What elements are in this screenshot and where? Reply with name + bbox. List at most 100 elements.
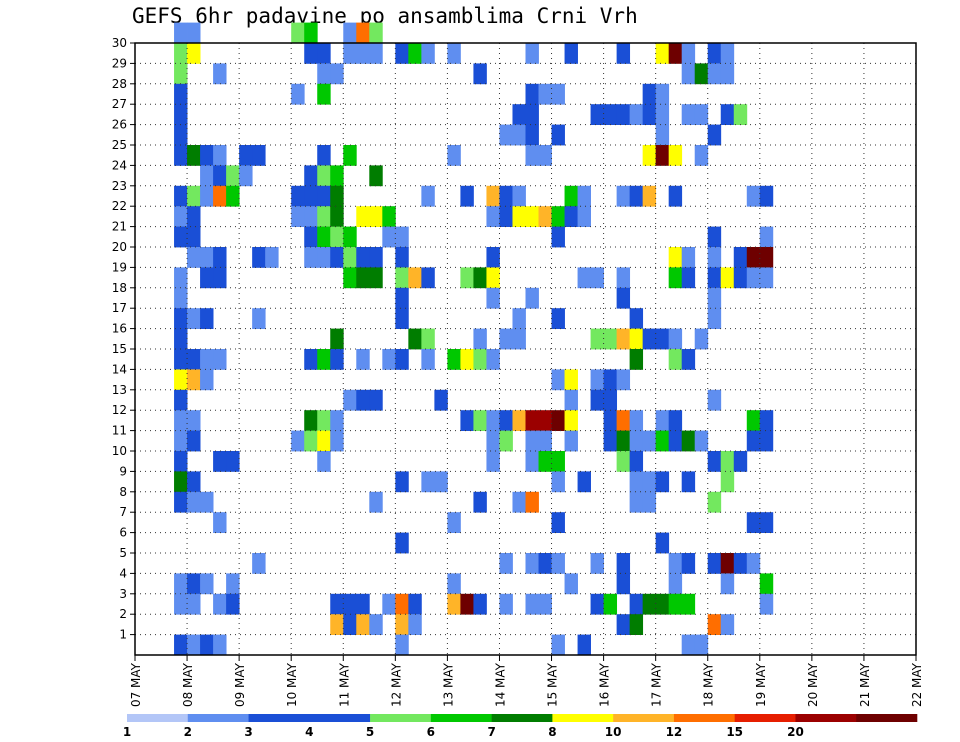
y-tick-label: 25 <box>112 138 127 152</box>
heatmap-cell <box>174 593 188 615</box>
heatmap-cell <box>525 43 539 64</box>
heatmap-cell <box>720 451 735 472</box>
legend-label: 10 <box>605 725 622 739</box>
heatmap-cell <box>395 593 409 615</box>
heatmap-cell <box>538 410 552 431</box>
heatmap-cell <box>304 165 318 187</box>
legend-label: 1 <box>123 725 131 739</box>
legend-label: 5 <box>366 725 374 739</box>
heatmap-cell <box>174 451 188 472</box>
heatmap-cell <box>187 430 201 452</box>
heatmap-cell <box>746 267 761 289</box>
heatmap-cell <box>694 430 709 452</box>
heatmap-cell <box>746 553 761 574</box>
heatmap-cell <box>200 573 214 595</box>
heatmap-cell <box>174 287 188 309</box>
heatmap-cell <box>564 573 578 595</box>
heatmap-cell <box>200 267 214 289</box>
heatmap-cell <box>694 634 709 656</box>
x-tick-label: 13 MAY <box>441 662 455 707</box>
heatmap-cell <box>174 430 188 452</box>
heatmap-cell <box>317 83 331 105</box>
heatmap-cell <box>681 104 696 125</box>
heatmap-cell <box>317 226 331 248</box>
x-tick-label: 18 MAY <box>702 662 716 707</box>
heatmap-cell <box>564 369 578 391</box>
heatmap-cell <box>642 430 657 452</box>
heatmap-cell <box>616 267 631 289</box>
heatmap-cell <box>330 614 344 635</box>
heatmap-cell <box>603 389 618 411</box>
heatmap-cell <box>746 512 761 533</box>
heatmap-cell <box>616 410 631 431</box>
heatmap-cell <box>434 389 448 411</box>
y-tick-label: 24 <box>112 158 127 172</box>
y-tick-label: 30 <box>112 36 127 50</box>
y-tick-label: 17 <box>112 301 127 315</box>
heatmap-cell <box>694 328 709 350</box>
x-tick-label: 20 MAY <box>806 662 820 707</box>
heatmap-cell <box>213 512 227 533</box>
heatmap-cell <box>551 308 565 329</box>
heatmap-cell <box>460 349 474 370</box>
heatmap-cell <box>421 43 435 64</box>
heatmap-cell <box>343 145 357 166</box>
heatmap-cell <box>720 573 735 595</box>
heatmap-cell <box>642 185 657 207</box>
heatmap-cell <box>616 553 631 574</box>
heatmap-cell <box>629 471 644 493</box>
heatmap-cell <box>694 145 709 166</box>
heatmap-cell <box>356 206 370 227</box>
heatmap-cell <box>720 471 735 493</box>
heatmap-cell <box>382 206 396 227</box>
heatmap-cell <box>226 593 240 615</box>
heatmap-cell <box>486 451 500 472</box>
heatmap-cell <box>382 593 396 615</box>
heatmap-cell <box>564 43 578 64</box>
heatmap-cell <box>681 267 696 289</box>
heatmap-cell <box>187 22 201 44</box>
heatmap-cell <box>668 430 683 452</box>
heatmap-cell <box>525 124 539 146</box>
heatmap-cell <box>629 349 644 370</box>
y-tick-label: 2 <box>119 607 127 621</box>
heatmap-cell <box>668 328 683 350</box>
legend-swatch <box>673 714 735 722</box>
heatmap-cell <box>525 553 539 574</box>
heatmap-cell <box>447 593 461 615</box>
heatmap-cell <box>213 349 227 370</box>
x-tick-label: 21 MAY <box>858 662 872 707</box>
heatmap-cell <box>473 328 487 350</box>
heatmap-cell <box>499 410 513 431</box>
heatmap-cell <box>564 389 578 411</box>
heatmap-cell <box>304 22 318 44</box>
legend-swatch <box>248 714 310 722</box>
heatmap-cell <box>551 369 565 391</box>
heatmap-cell <box>213 593 227 615</box>
heatmap-cell <box>577 471 591 493</box>
heatmap-cell <box>291 430 305 452</box>
heatmap-cell <box>655 593 670 615</box>
heatmap-cell <box>655 83 670 105</box>
legend-label: 2 <box>184 725 192 739</box>
heatmap-cell <box>603 430 618 452</box>
heatmap-cell <box>395 247 409 268</box>
heatmap-cell <box>629 328 644 350</box>
heatmap-cell <box>733 104 748 125</box>
legend-swatch <box>613 714 675 722</box>
heatmap-cell <box>525 104 539 125</box>
heatmap-cell <box>408 614 422 635</box>
heatmap-cell <box>720 267 735 289</box>
heatmap-cell <box>421 349 435 370</box>
heatmap-cell <box>603 369 618 391</box>
heatmap-cell <box>577 185 591 207</box>
heatmap-cell <box>317 43 331 64</box>
heatmap-cell <box>330 226 344 248</box>
heatmap-cell <box>174 369 188 391</box>
heatmap-cell <box>447 512 461 533</box>
heatmap-cell <box>317 165 331 187</box>
heatmap-cell <box>343 226 357 248</box>
heatmap-cell <box>447 573 461 595</box>
x-tick-label: 07 MAY <box>129 662 143 707</box>
heatmap-cell <box>629 410 644 431</box>
